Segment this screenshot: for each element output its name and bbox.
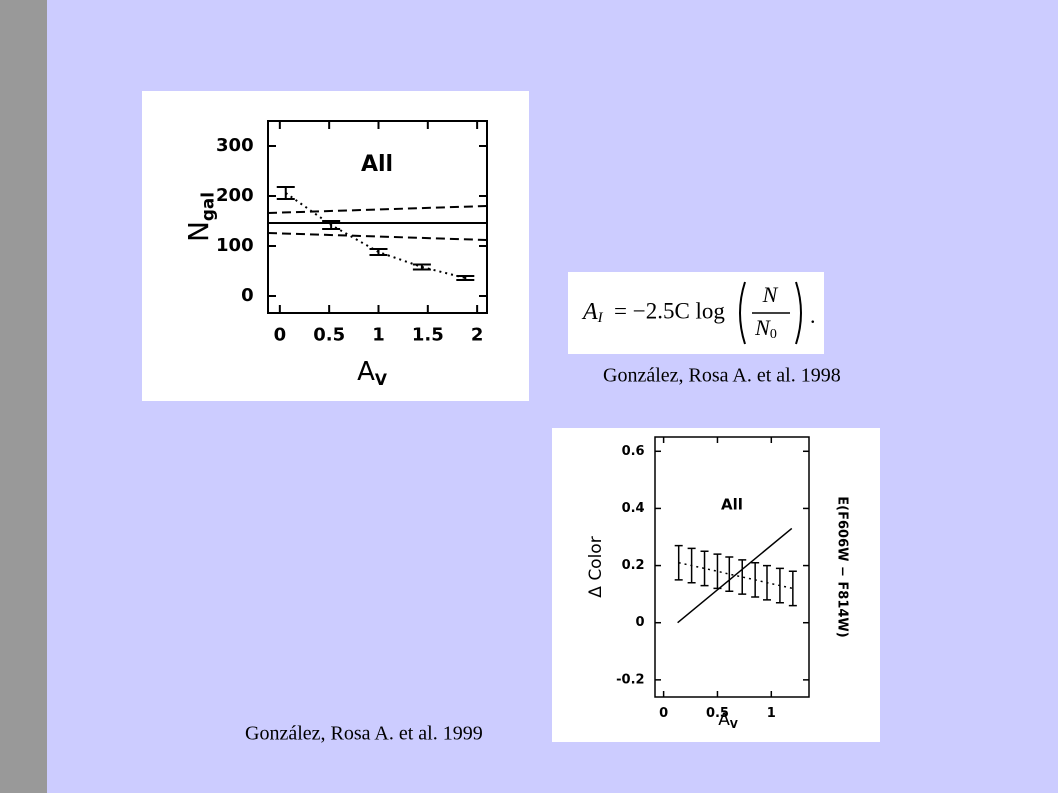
equation-rhs: = −2.5C log [614,298,725,323]
symbol: A [581,299,598,325]
series-line [678,561,794,590]
plot-frame [654,436,810,698]
y-tick-label: 200 [216,185,254,206]
period: . [810,303,816,328]
y-tick-label: 0.4 [622,501,645,516]
error-bar [276,186,295,200]
x-tick-label: 1 [372,325,385,346]
series-line [285,192,466,279]
x-axis-label: AV [718,710,738,731]
x-tick-label: 2 [471,325,484,346]
error-bar [687,547,696,584]
y-tick-label: 0.2 [622,558,645,573]
error-bar [674,544,683,581]
x-tick-label: 0.5 [313,325,345,346]
y-tick-label: 0.6 [622,444,645,459]
axis-subscript: V [730,720,738,731]
error-bar [775,567,784,604]
x-axis-label: AV [357,357,387,389]
right-axis-label: E(F606W − F814W) [835,496,850,637]
error-bar [412,263,431,271]
x-tick-label: 0 [274,325,287,346]
y-axis-label: Ngal [182,192,217,242]
x-tick-label: 1 [767,706,776,721]
paren [739,281,746,345]
y-tick-label: 300 [216,135,254,156]
axis-symbol: Δ Color [586,536,606,597]
equation: AI = −2.5C log N N0 . [581,281,816,345]
error-bar [369,248,388,256]
side-bar [0,0,47,793]
chart-panel [142,91,529,401]
error-bar [751,561,760,598]
y-axis-label: Δ Color [586,536,606,597]
error-bar [763,564,771,601]
axis-subscript: gal [197,192,217,221]
subscript: I [597,310,604,326]
caption: González, Rosa A. et al. 1998 [603,365,841,387]
series-line [267,232,488,241]
error-bar [788,570,797,607]
symbol: N [754,315,771,340]
axis-symbol: A [718,710,730,730]
annotation: All [721,496,743,514]
series-line [677,527,793,624]
error-bar [700,550,709,587]
error-bar [456,275,475,281]
y-tick-label: 100 [216,235,254,256]
chart-panel [552,428,880,742]
axis-symbol: N [182,221,215,242]
series-line [267,205,488,214]
error-bar [725,556,734,593]
subscript: 0 [770,327,777,342]
annotation: All [361,152,393,177]
axis-symbol: A [357,357,375,387]
numerator: N [762,282,779,307]
y-tick-label: 0 [636,615,645,630]
y-tick-label: 0 [241,285,254,306]
axis-subscript: V [375,370,387,388]
x-tick-label: 1.5 [412,325,444,346]
x-tick-label: 0 [659,706,668,721]
y-tick-label: -0.2 [616,672,644,687]
error-bar [738,559,747,595]
paren [795,281,802,345]
equation-lhs: AI [581,299,604,327]
caption: González, Rosa A. et al. 1999 [245,723,483,745]
x-tick-label: 0.5 [706,706,729,721]
denominator: N0 [754,315,777,342]
